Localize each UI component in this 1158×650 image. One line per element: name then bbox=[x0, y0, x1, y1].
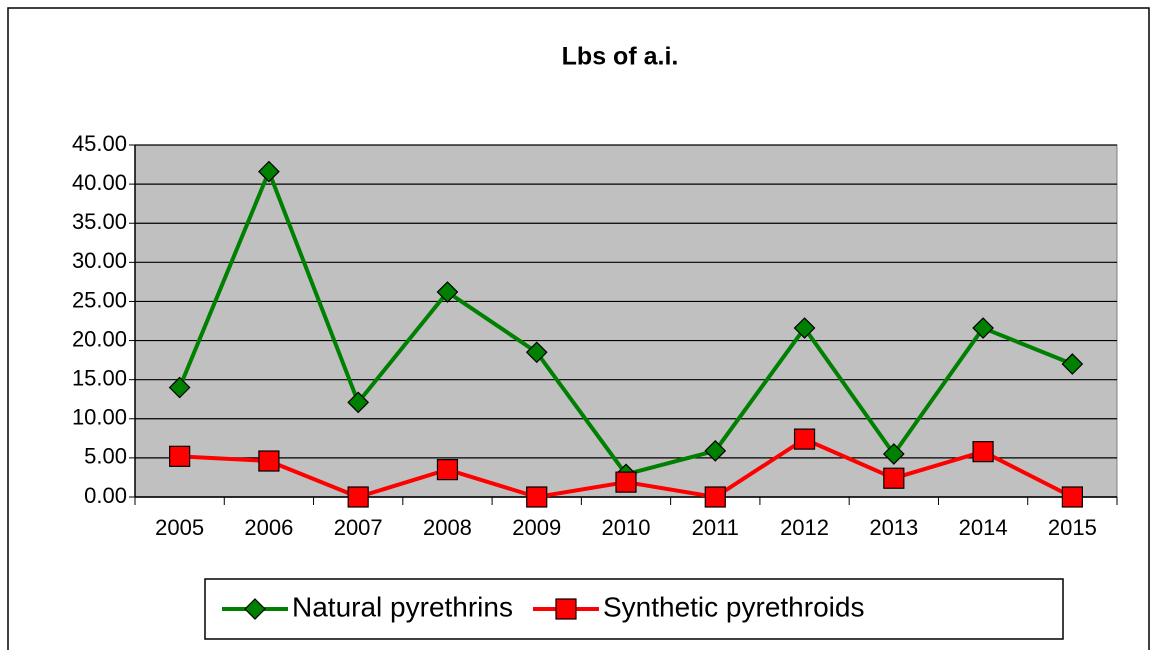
x-tick-label: 2012 bbox=[780, 515, 829, 540]
y-tick-label: 40.00 bbox=[72, 170, 127, 195]
data-point bbox=[436, 459, 459, 481]
y-tick-label: 15.00 bbox=[72, 365, 127, 390]
data-point bbox=[972, 441, 994, 463]
x-tick-label: 2005 bbox=[155, 515, 204, 540]
data-point bbox=[258, 160, 280, 183]
data-point bbox=[972, 317, 994, 339]
x-tick-label: 2014 bbox=[959, 515, 1008, 540]
y-tick-label: 10.00 bbox=[72, 405, 127, 430]
x-tick-label: 2010 bbox=[602, 515, 651, 540]
data-point bbox=[258, 450, 280, 472]
legend-marker bbox=[244, 598, 266, 620]
x-tick-label: 2009 bbox=[512, 515, 561, 540]
data-point bbox=[525, 341, 548, 364]
x-tick-label: 2011 bbox=[692, 515, 739, 540]
data-point bbox=[526, 486, 548, 508]
y-tick-label: 0.00 bbox=[84, 483, 127, 508]
data-point bbox=[1061, 353, 1084, 375]
data-point bbox=[169, 445, 191, 467]
data-point bbox=[347, 486, 369, 508]
x-tick-label: 2008 bbox=[423, 515, 472, 540]
data-point bbox=[704, 440, 727, 462]
y-tick-label: 5.00 bbox=[84, 444, 127, 469]
x-tick-label: 2013 bbox=[869, 515, 918, 540]
legend-box bbox=[204, 578, 1064, 640]
data-point bbox=[793, 317, 816, 339]
y-tick-label: 25.00 bbox=[72, 287, 127, 312]
data-point bbox=[704, 486, 726, 508]
legend-marker bbox=[555, 598, 577, 620]
legend-label: Synthetic pyrethroids bbox=[603, 591, 864, 622]
y-tick-label: 45.00 bbox=[72, 131, 127, 156]
legend-label: Natural pyrethrins bbox=[292, 591, 513, 622]
y-tick-label: 20.00 bbox=[72, 326, 127, 351]
x-tick-label: 2007 bbox=[334, 515, 383, 540]
data-point bbox=[436, 281, 459, 303]
x-tick-label: 2015 bbox=[1048, 515, 1097, 540]
data-point bbox=[347, 391, 370, 414]
data-point bbox=[615, 471, 637, 493]
chart-title: Lbs of a.i. bbox=[562, 43, 679, 71]
data-point bbox=[168, 376, 191, 399]
data-point bbox=[1061, 486, 1083, 508]
data-point bbox=[882, 443, 905, 465]
y-tick-label: 35.00 bbox=[72, 209, 127, 234]
plot-area bbox=[134, 144, 1118, 498]
y-tick-label: 30.00 bbox=[72, 248, 127, 273]
data-point bbox=[883, 467, 905, 489]
x-tick-label: 2006 bbox=[244, 515, 293, 540]
data-point bbox=[793, 428, 816, 450]
